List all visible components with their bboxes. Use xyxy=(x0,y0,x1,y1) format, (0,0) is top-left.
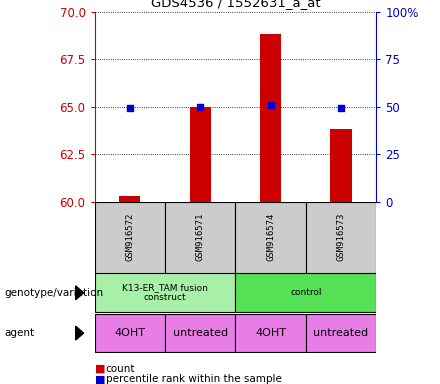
Bar xyxy=(95,273,235,312)
Text: percentile rank within the sample: percentile rank within the sample xyxy=(106,374,282,384)
Text: K13-ER_TAM fusion
construct: K13-ER_TAM fusion construct xyxy=(122,283,208,303)
Text: agent: agent xyxy=(4,328,34,338)
Point xyxy=(337,105,345,111)
Text: GSM916574: GSM916574 xyxy=(266,213,275,261)
Text: genotype/variation: genotype/variation xyxy=(4,288,103,298)
Text: ■: ■ xyxy=(95,374,105,384)
Bar xyxy=(95,314,165,353)
Text: control: control xyxy=(290,288,322,297)
Point xyxy=(267,102,274,108)
Text: untreated: untreated xyxy=(172,328,228,338)
Bar xyxy=(330,129,352,202)
Text: 4OHT: 4OHT xyxy=(114,328,145,338)
Bar xyxy=(119,196,140,202)
Title: GDS4536 / 1552631_a_at: GDS4536 / 1552631_a_at xyxy=(150,0,320,9)
Bar xyxy=(95,202,165,273)
Bar xyxy=(260,34,281,202)
Text: ■: ■ xyxy=(95,364,105,374)
Text: untreated: untreated xyxy=(313,328,369,338)
Text: 4OHT: 4OHT xyxy=(255,328,286,338)
Bar xyxy=(165,202,235,273)
Text: count: count xyxy=(106,364,135,374)
Bar xyxy=(165,314,235,353)
Text: GSM916571: GSM916571 xyxy=(196,213,205,261)
Point xyxy=(197,103,204,109)
Text: GSM916573: GSM916573 xyxy=(337,213,345,261)
Bar xyxy=(235,314,306,353)
Bar xyxy=(190,106,211,202)
Bar xyxy=(235,273,376,312)
Bar xyxy=(235,202,306,273)
Bar xyxy=(306,314,376,353)
Text: GSM916572: GSM916572 xyxy=(125,213,134,261)
Point xyxy=(126,105,133,111)
Bar xyxy=(306,202,376,273)
